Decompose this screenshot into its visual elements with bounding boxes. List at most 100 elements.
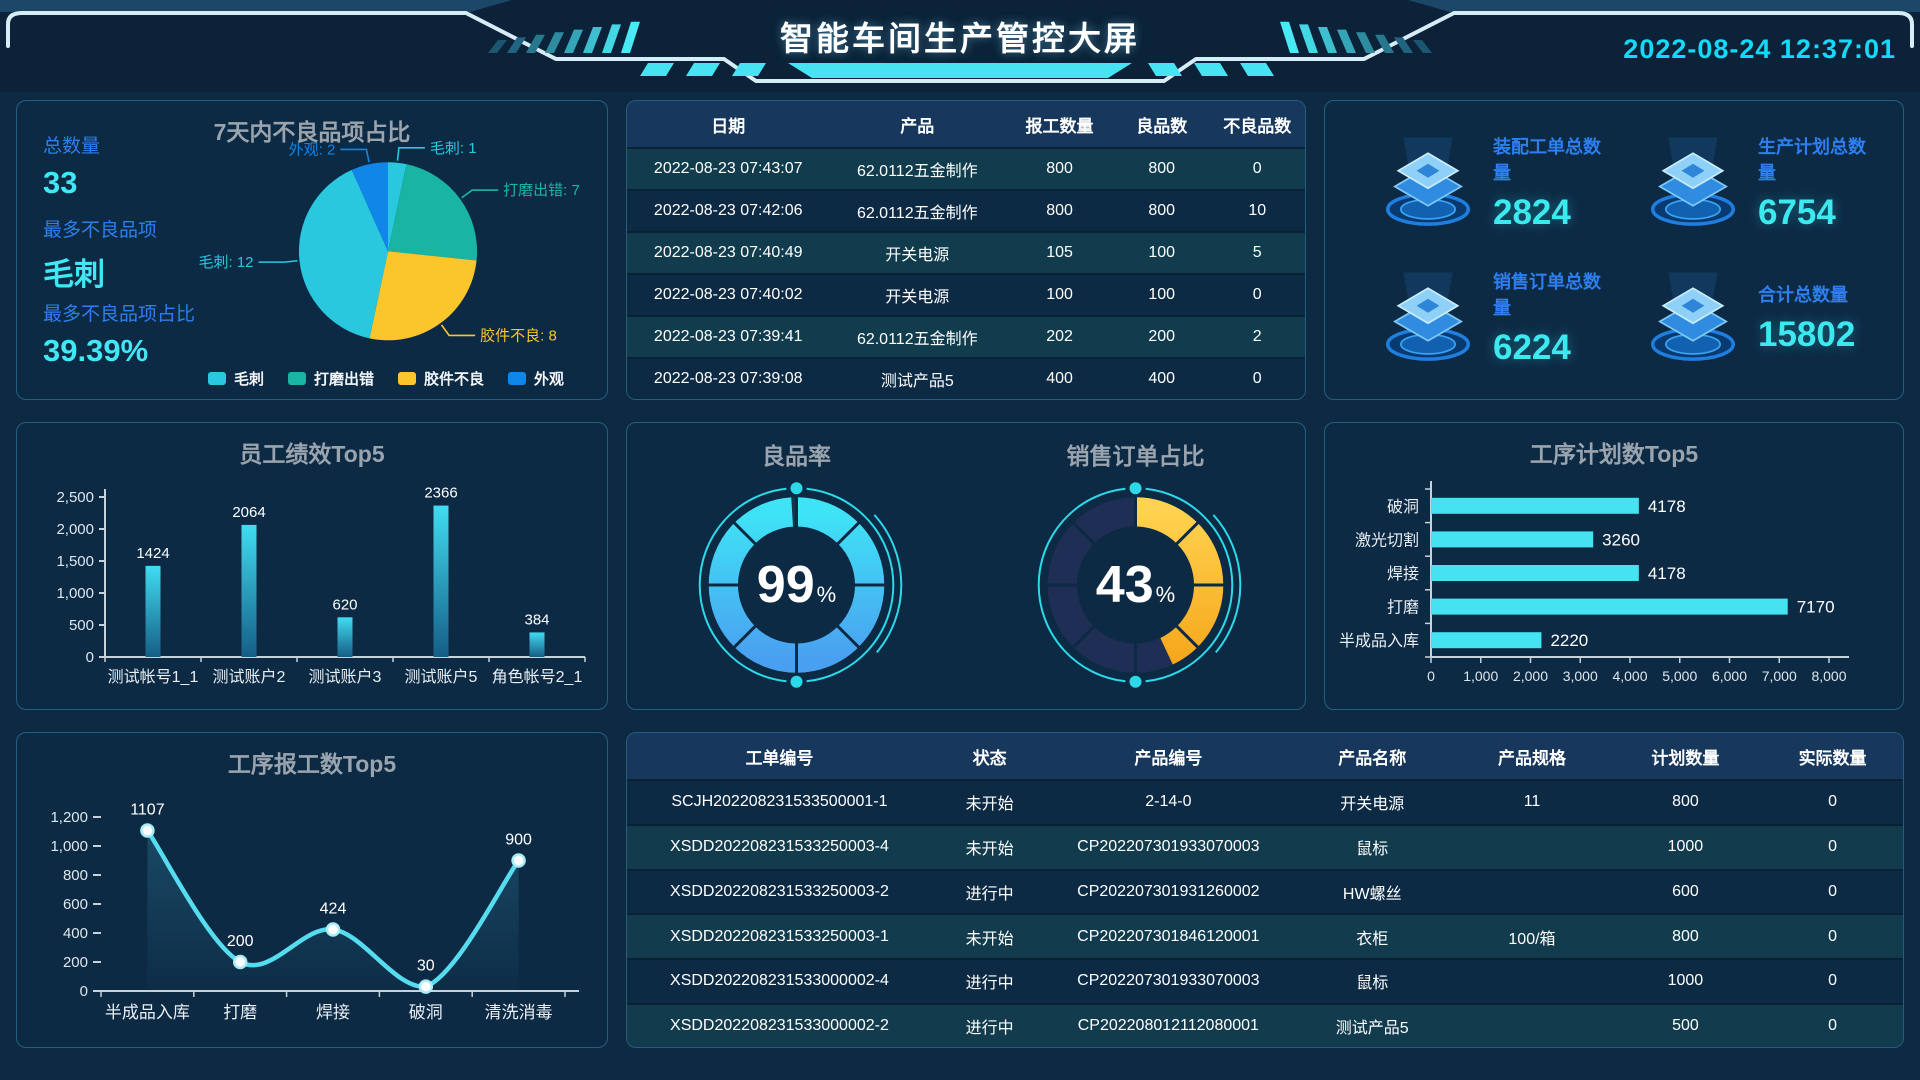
order-stats-grid: 装配工单总数量 2824 生产计划总数量 6754 销售订单总数量 6224 bbox=[1349, 115, 1879, 385]
stat-value: 6754 bbox=[1758, 192, 1836, 232]
panel-title: 7天内不良品项占比 bbox=[213, 119, 411, 145]
table-cell: 开关电源 bbox=[1289, 779, 1456, 825]
sales-order-gauge: 43% bbox=[966, 465, 1305, 701]
table-cell: 0 bbox=[1762, 823, 1903, 870]
stat-card-production-plans: 生产计划总数量 6754 bbox=[1614, 115, 1879, 250]
stat-card-total: 合计总数量 15802 bbox=[1614, 250, 1879, 385]
svg-text:半成品入库: 半成品入库 bbox=[1339, 632, 1419, 650]
legend-item: 胶件不良 bbox=[398, 368, 484, 389]
svg-text:1,000: 1,000 bbox=[50, 838, 88, 855]
svg-text:0: 0 bbox=[80, 983, 88, 1000]
table-row: 2022-08-23 07:42:06 62.0112五金制作 800 800 10 bbox=[627, 189, 1305, 233]
panel-production-report: 日期 产品 报工数量 良品数 不良品数 2022-08-23 07:43:07 62.011… bbox=[626, 100, 1306, 400]
column-header: 产品 bbox=[829, 101, 1006, 148]
table-cell: CP202207301846120001 bbox=[1047, 913, 1290, 960]
table-cell: 2-14-0 bbox=[1047, 779, 1290, 825]
table-row: XSDD202208231533250003-1 未开始 CP20220730184… bbox=[627, 913, 1903, 960]
table-cell: 200 bbox=[1113, 315, 1210, 359]
table-cell: 2022-08-23 07:39:41 bbox=[627, 315, 830, 359]
svg-text:打磨出错: 7: 打磨出错: 7 bbox=[503, 182, 580, 199]
svg-text:900: 900 bbox=[505, 832, 532, 849]
svg-text:3260: 3260 bbox=[1602, 530, 1640, 549]
table-cell: 62.0112五金制作 bbox=[829, 189, 1006, 233]
table-cell: 进行中 bbox=[931, 1002, 1048, 1047]
column-header: 计划数量 bbox=[1608, 733, 1763, 780]
svg-text:2220: 2220 bbox=[1550, 631, 1588, 650]
table-cell: CP202207301933070003 bbox=[1047, 823, 1290, 870]
stat-label: 总数量 bbox=[43, 136, 101, 157]
svg-text:半成品入库: 半成品入库 bbox=[105, 1003, 190, 1022]
process-plan-chart: 0 1,000 2,000 3,000 4,000 5,000 6,000 7,000 8,00… bbox=[1333, 467, 1895, 703]
svg-text:1,200: 1,200 bbox=[50, 809, 88, 826]
stat-value: 15802 bbox=[1758, 314, 1856, 354]
table-cell: 500 bbox=[1608, 1002, 1763, 1047]
legend-swatch bbox=[508, 372, 527, 385]
table-cell: 62.0112五金制作 bbox=[829, 146, 1006, 191]
table-row: XSDD202208231533250003-4 未开始 CP20220730193… bbox=[627, 823, 1903, 870]
column-header: 日期 bbox=[627, 101, 830, 148]
svg-text:4,000: 4,000 bbox=[1612, 668, 1647, 684]
column-header: 实际数量 bbox=[1762, 733, 1903, 780]
svg-text:3,000: 3,000 bbox=[1563, 668, 1598, 684]
datetime-display: 2022-08-24 12:37:01 bbox=[1623, 34, 1896, 64]
table-cell: 800 bbox=[1608, 779, 1763, 825]
svg-text:胶件不良: 8: 胶件不良: 8 bbox=[480, 327, 557, 344]
svg-text:384: 384 bbox=[524, 611, 549, 628]
sales-order-gauge-block: 销售订单占比 43% bbox=[966, 423, 1305, 709]
svg-text:4178: 4178 bbox=[1648, 497, 1686, 516]
svg-text:毛刺: 1: 毛刺: 1 bbox=[430, 141, 477, 157]
svg-text:焊接: 焊接 bbox=[316, 1003, 350, 1022]
table-cell: 2022-08-23 07:43:07 bbox=[627, 146, 830, 191]
table-cell: 400 bbox=[1005, 357, 1114, 399]
employee-performance-chart: 0 500 1,000 1,500 2,000 2,500 1424 测试帐号1_1 2064 测… bbox=[25, 467, 599, 703]
legend-item: 毛刺 bbox=[207, 368, 264, 389]
svg-text:600: 600 bbox=[63, 896, 88, 913]
table-cell: 0 bbox=[1762, 1002, 1903, 1047]
table-cell: 100 bbox=[1113, 231, 1210, 275]
panel-gauges: 良品率 99% 销售订单占比 43% bbox=[626, 422, 1306, 710]
table-cell: 62.0112五金制作 bbox=[829, 315, 1006, 359]
column-header: 状态 bbox=[931, 733, 1048, 780]
table-cell: 2022-08-23 07:40:02 bbox=[627, 273, 830, 317]
table-cell: CP202208012112080001 bbox=[1047, 1002, 1290, 1047]
stat-value: 毛刺 bbox=[43, 257, 105, 292]
stat-label: 销售订单总数量 bbox=[1493, 271, 1601, 318]
svg-text:200: 200 bbox=[227, 933, 254, 950]
table-cell: 2022-08-23 07:39:08 bbox=[627, 357, 830, 399]
legend-label: 外观 bbox=[534, 371, 565, 388]
svg-text:测试账户2: 测试账户2 bbox=[213, 668, 286, 686]
legend-label: 毛刺 bbox=[233, 371, 264, 388]
svg-text:2,000: 2,000 bbox=[56, 521, 94, 538]
svg-text:打磨: 打磨 bbox=[223, 1003, 257, 1022]
stat-label: 最多不良品项 bbox=[43, 220, 158, 241]
top-defect-stat: 最多不良品项 毛刺 bbox=[43, 215, 157, 294]
legend-swatch bbox=[287, 372, 306, 385]
table-cell: 衣柜 bbox=[1289, 913, 1456, 960]
table-cell: 0 bbox=[1762, 868, 1903, 915]
table-cell: 未开始 bbox=[931, 779, 1048, 825]
svg-text:焊接: 焊接 bbox=[1387, 565, 1419, 583]
table-cell: 测试产品5 bbox=[1289, 1002, 1456, 1047]
layers-icon bbox=[1386, 137, 1470, 226]
svg-text:30: 30 bbox=[417, 958, 435, 975]
table-row: 2022-08-23 07:40:02 开关电源 100 100 0 bbox=[627, 273, 1305, 317]
table-cell: 10 bbox=[1209, 189, 1305, 233]
column-header: 工单编号 bbox=[627, 733, 932, 780]
table-cell bbox=[1455, 823, 1609, 870]
table-cell: 0 bbox=[1209, 146, 1305, 191]
table-cell: 800 bbox=[1005, 146, 1114, 191]
table-row: SCJH202208231533500001-1 未开始 2-14-0 开关电源 11 8… bbox=[627, 779, 1903, 825]
table-cell: 未开始 bbox=[931, 823, 1048, 870]
table-cell: 进行中 bbox=[931, 958, 1048, 1004]
table-cell bbox=[1455, 1002, 1609, 1047]
quality-rate-gauge: 99% bbox=[627, 465, 966, 701]
svg-text:2366: 2366 bbox=[424, 485, 457, 502]
table-cell: XSDD202208231533250003-2 bbox=[627, 868, 932, 915]
layers-icon bbox=[1651, 137, 1735, 226]
table-row: 2022-08-23 07:39:41 62.0112五金制作 202 200 2 bbox=[627, 315, 1305, 359]
column-header: 报工数量 bbox=[1005, 101, 1114, 148]
panel-employee-performance: 员工绩效Top5 0 500 1,000 1,500 2,000 2,500 1424 测试帐… bbox=[16, 422, 608, 710]
svg-text:4178: 4178 bbox=[1648, 564, 1686, 583]
table-cell: 0 bbox=[1762, 913, 1903, 960]
